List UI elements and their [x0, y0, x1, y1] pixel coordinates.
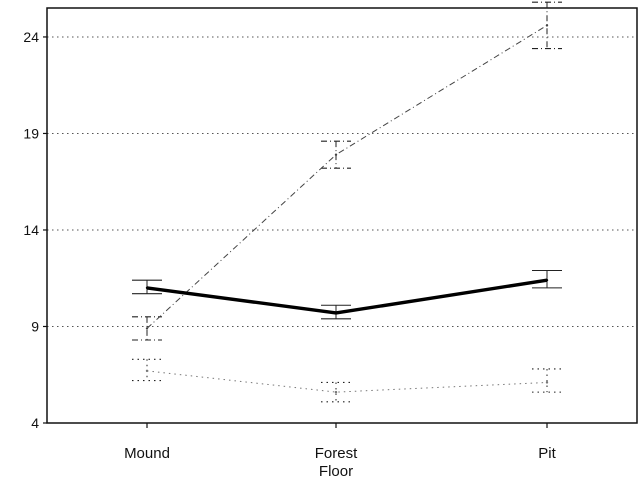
- x-category-label: Mound: [124, 445, 170, 462]
- y-tick-label: 24: [23, 29, 39, 45]
- x-category-label-line: Floor: [319, 463, 353, 480]
- x-category-label-line: Pit: [538, 445, 556, 462]
- y-tick-label: 4: [31, 415, 39, 431]
- series-line: [146, 370, 548, 393]
- grid-lines: [47, 36, 637, 327]
- data-point: [545, 381, 549, 384]
- axes: 4 9 14 19 24 Mound Forest Floor Pit: [23, 29, 556, 480]
- data-point: [145, 286, 149, 290]
- x-category-label: Forest Floor: [315, 445, 358, 480]
- series-1: [132, 1, 562, 341]
- series-2: [132, 269, 562, 320]
- y-tick-label: 14: [23, 222, 39, 238]
- data-point: [334, 390, 338, 394]
- series-3: [132, 358, 562, 403]
- x-category-label-line: Forest: [315, 445, 358, 462]
- x-category-label-line: Mound: [124, 445, 170, 462]
- series-group: [132, 1, 562, 403]
- y-tick-label: 9: [31, 318, 39, 334]
- x-category-label: Pit: [538, 445, 556, 462]
- data-point: [145, 369, 149, 373]
- data-point: [334, 153, 338, 156]
- plot-frame: [46, 7, 638, 424]
- y-tick-label: 19: [23, 125, 39, 141]
- data-point: [545, 24, 549, 27]
- data-point: [145, 327, 149, 330]
- data-point: [334, 311, 338, 315]
- data-point: [545, 278, 549, 282]
